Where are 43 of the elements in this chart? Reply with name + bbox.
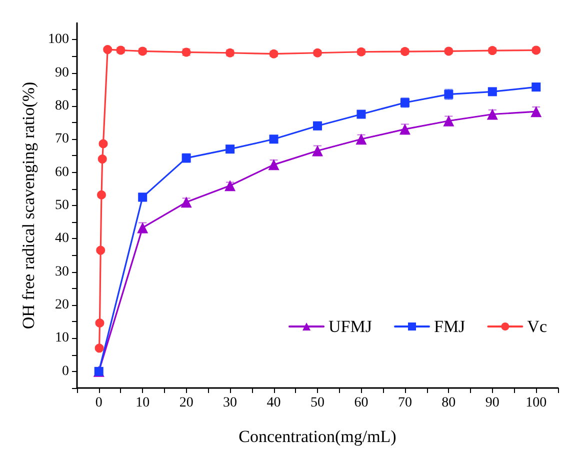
- point: [226, 144, 235, 154]
- y-tick-label: 90: [55, 65, 69, 80]
- point: [224, 180, 236, 192]
- y-tick-label: 100: [48, 32, 69, 48]
- point: [96, 246, 106, 255]
- point: [356, 110, 366, 119]
- point: [98, 139, 108, 148]
- legend-label: FMJ: [434, 317, 466, 336]
- y-axis-title: OH free radical scavenging ratio(%): [19, 82, 38, 330]
- y-tick-label: 40: [55, 231, 69, 246]
- point: [103, 45, 112, 54]
- x-tick-label: 20: [179, 396, 194, 410]
- x-tick-label: 50: [310, 396, 324, 410]
- point: [95, 318, 104, 328]
- point: [356, 134, 367, 145]
- x-tick-label: 100: [526, 396, 547, 410]
- x-tick-label: 80: [442, 396, 456, 410]
- point: [313, 48, 322, 58]
- x-axis-title: Concentration(mg/mL): [238, 427, 396, 446]
- x-tick-label: 10: [136, 396, 150, 410]
- y-tick-label: 50: [55, 198, 69, 213]
- point: [94, 344, 104, 353]
- point: [96, 190, 106, 200]
- x-tick-label: 70: [398, 396, 412, 410]
- y-tick-label: 30: [55, 264, 69, 280]
- point: [488, 87, 497, 96]
- point: [98, 154, 107, 164]
- x-tick-label: 40: [266, 396, 281, 410]
- point: [486, 108, 498, 120]
- point: [269, 134, 278, 144]
- y-tick-label: 80: [55, 98, 69, 114]
- point: [180, 196, 192, 208]
- legend-label: Vc: [527, 317, 548, 336]
- x-tick-label: 30: [223, 396, 238, 410]
- x-tick-label: 60: [354, 396, 368, 410]
- legend-label: UFMJ: [328, 317, 372, 336]
- y-tick-label: 20: [55, 298, 69, 313]
- y-tick-label: 0: [62, 364, 69, 379]
- x-tick-label: 90: [485, 396, 500, 410]
- y-tick-label: 70: [55, 132, 69, 147]
- x-tick-label: 0: [95, 396, 102, 410]
- y-tick-label: 10: [55, 330, 69, 346]
- y-tick-label: 60: [55, 164, 69, 180]
